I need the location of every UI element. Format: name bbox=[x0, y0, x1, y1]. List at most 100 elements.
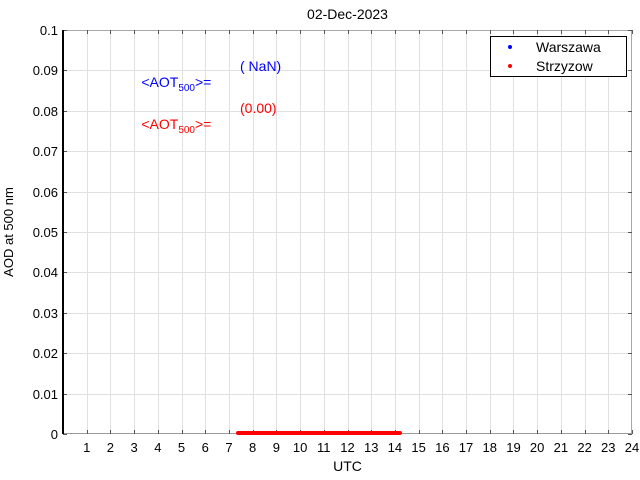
y-gridline bbox=[63, 191, 632, 193]
plot-area: <AOT500>= ( NaN) <AOT500>= (0.00) Warsza… bbox=[62, 30, 633, 435]
x-tick-mark bbox=[632, 430, 633, 434]
x-tick-label: 24 bbox=[624, 440, 640, 455]
y-tick-label: 0 bbox=[50, 427, 58, 442]
x-tick-label: 10 bbox=[292, 440, 308, 455]
x-tick-label: 21 bbox=[553, 440, 569, 455]
y-tick-mark bbox=[628, 30, 632, 31]
x-tick-label: 5 bbox=[177, 440, 186, 455]
x-tick-mark bbox=[489, 30, 491, 34]
legend: Warszawa Strzyzow bbox=[490, 36, 627, 77]
x-tick-label: 20 bbox=[529, 440, 545, 455]
x-tick-label: 23 bbox=[601, 440, 616, 455]
x-tick-mark bbox=[466, 430, 468, 434]
y-tick-label: 0.01 bbox=[32, 386, 58, 402]
legend-label-warszawa: Warszawa bbox=[536, 39, 601, 55]
x-tick-mark bbox=[134, 430, 136, 434]
x-tick-label: 17 bbox=[458, 440, 474, 455]
y-tick-mark bbox=[63, 70, 67, 72]
y-gridline bbox=[63, 393, 632, 395]
x-tick-label: 6 bbox=[201, 440, 209, 455]
x-tick-mark bbox=[513, 30, 515, 34]
x-tick-mark bbox=[157, 30, 159, 34]
x-tick-mark bbox=[228, 430, 230, 434]
x-tick-mark bbox=[560, 30, 562, 34]
y-tick-mark bbox=[63, 353, 67, 355]
x-tick-mark bbox=[323, 30, 325, 34]
x-tick-label: 3 bbox=[130, 440, 138, 455]
legend-label-strzyzow: Strzyzow bbox=[536, 58, 593, 74]
mean-aot-strzyzow-value: (0.00) bbox=[240, 100, 277, 116]
x-tick-label: 16 bbox=[435, 440, 450, 455]
x-tick-label: 7 bbox=[225, 440, 233, 455]
y-tick-label: 0.06 bbox=[32, 184, 58, 200]
y-tick-label: 0.03 bbox=[32, 305, 58, 321]
y-tick-mark bbox=[63, 151, 67, 153]
y-gridline bbox=[63, 312, 632, 314]
y-tick-mark bbox=[628, 232, 632, 233]
mean-aot-warszawa-value: ( NaN) bbox=[240, 58, 282, 74]
y-tick-mark bbox=[628, 151, 632, 153]
y-tick-mark bbox=[628, 393, 632, 395]
mean-aot-strzyzow-label: <AOT500>= bbox=[141, 116, 212, 136]
x-tick-label: 2 bbox=[106, 440, 115, 455]
x-tick-mark bbox=[86, 430, 88, 434]
x-tick-mark bbox=[205, 30, 207, 34]
x-tick-mark bbox=[371, 30, 373, 34]
x-tick-label: 19 bbox=[506, 440, 521, 455]
y-tick-mark bbox=[628, 110, 632, 112]
x-tick-mark bbox=[134, 30, 136, 34]
x-tick-mark bbox=[110, 430, 112, 434]
legend-item-strzyzow: Strzyzow bbox=[491, 57, 626, 76]
y-gridline bbox=[63, 110, 632, 112]
x-tick-mark bbox=[181, 30, 183, 34]
x-tick-label: 9 bbox=[272, 440, 280, 455]
x-tick-mark bbox=[86, 30, 88, 34]
mean-aot-warszawa-annotation: <AOT500>= ( NaN) bbox=[118, 58, 281, 126]
x-tick-mark bbox=[537, 430, 539, 434]
y-tick-mark bbox=[628, 272, 632, 274]
warszawa-marker-icon bbox=[508, 45, 512, 49]
chart-title: 02-Dec-2023 bbox=[307, 6, 388, 22]
x-tick-mark bbox=[228, 30, 230, 34]
y-tick-mark bbox=[628, 312, 632, 314]
x-tick-mark bbox=[560, 430, 562, 434]
x-tick-label: 15 bbox=[411, 440, 426, 455]
x-axis-label: UTC bbox=[333, 458, 362, 474]
y-tick-mark bbox=[63, 30, 67, 31]
x-tick-mark bbox=[181, 430, 183, 434]
y-tick-label: 0.04 bbox=[32, 265, 58, 281]
x-tick-mark bbox=[608, 430, 610, 434]
x-tick-mark bbox=[584, 430, 586, 434]
x-tick-mark bbox=[466, 30, 468, 34]
y-tick-label: 0.02 bbox=[32, 346, 58, 362]
y-axis-line bbox=[62, 30, 64, 434]
y-tick-label: 0.07 bbox=[32, 144, 58, 160]
x-tick-mark bbox=[157, 430, 159, 434]
y-gridline bbox=[63, 151, 632, 153]
y-tick-label: 0.05 bbox=[32, 225, 58, 240]
x-tick-mark bbox=[110, 30, 112, 34]
y-tick-mark bbox=[63, 232, 67, 233]
y-gridline bbox=[63, 232, 632, 233]
y-gridline bbox=[63, 272, 632, 274]
x-tick-label: 18 bbox=[482, 440, 497, 455]
x-tick-mark bbox=[632, 30, 633, 34]
x-tick-mark bbox=[276, 30, 278, 34]
x-tick-mark bbox=[347, 30, 349, 34]
x-tick-mark bbox=[442, 430, 444, 434]
y-tick-mark bbox=[63, 393, 67, 395]
mean-aot-warszawa-label: <AOT500>= bbox=[141, 74, 212, 94]
x-tick-mark bbox=[418, 430, 420, 434]
x-tick-mark bbox=[300, 30, 302, 34]
y-tick-mark bbox=[63, 312, 67, 314]
x-tick-label: 11 bbox=[317, 440, 331, 455]
strzyzow-marker-icon bbox=[508, 64, 512, 68]
x-tick-label: 12 bbox=[340, 440, 355, 455]
x-tick-mark bbox=[252, 30, 254, 34]
mean-aot-strzyzow-annotation: <AOT500>= (0.00) bbox=[118, 100, 276, 168]
y-tick-label: 0.08 bbox=[32, 103, 58, 119]
y-tick-mark bbox=[628, 434, 632, 435]
x-tick-label: 14 bbox=[387, 440, 403, 455]
x-tick-label: 8 bbox=[249, 440, 257, 455]
